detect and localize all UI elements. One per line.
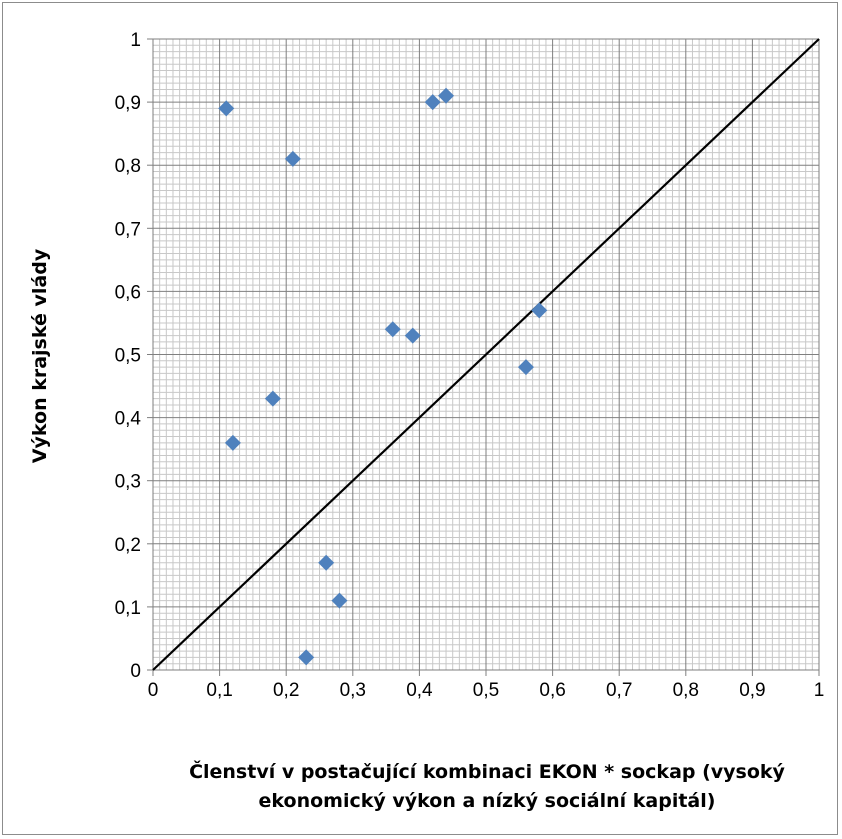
x-tick-label: 1 (814, 680, 825, 701)
data-point (531, 302, 548, 319)
y-tick-label: 0 (130, 661, 141, 682)
data-point (318, 554, 335, 571)
x-axis-title-line-1: Členství v postačující kombinaci EKON * … (189, 759, 785, 783)
data-point (284, 150, 301, 167)
y-tick-label: 0,5 (115, 346, 141, 367)
y-tick-label: 0,4 (115, 409, 142, 430)
y-tick-label: 0,6 (115, 282, 141, 303)
y-tick-labels: 0 0,1 0,2 0,3 0,4 0,5 0,6 0,7 0,8 0,9 1 (115, 30, 142, 682)
data-point (404, 327, 421, 344)
x-tick-label: 0,8 (673, 680, 699, 701)
major-gridlines (153, 38, 820, 670)
x-tick-label: 0,9 (739, 680, 765, 701)
y-axis-title: Výkon krajské vlády (29, 248, 51, 463)
y-tick-label: 0,3 (115, 472, 141, 493)
data-point (264, 390, 281, 407)
y-tick-label: 1 (130, 30, 141, 51)
data-point (218, 100, 235, 117)
x-tick-label: 0,6 (539, 680, 565, 701)
data-point (331, 592, 348, 609)
data-point (424, 94, 441, 111)
data-point (517, 359, 534, 376)
x-tick-label: 0,7 (606, 680, 632, 701)
data-point (224, 434, 241, 451)
y-tick-label: 0,9 (115, 93, 141, 114)
y-tick-label: 0,8 (115, 156, 141, 177)
data-point (384, 321, 401, 338)
x-tick-label: 0,5 (473, 680, 499, 701)
axes (147, 38, 820, 676)
x-tick-label: 0,4 (406, 680, 433, 701)
y-tick-label: 0,7 (115, 219, 141, 240)
data-point (438, 87, 455, 104)
x-tick-label: 0 (148, 680, 159, 701)
data-points (218, 87, 548, 666)
x-tick-labels: 0 0,1 0,2 0,3 0,4 0,5 0,6 0,7 0,8 0,9 1 (148, 680, 825, 701)
x-axis-title-line-2: ekonomický výkon a nízký sociální kapitá… (259, 790, 716, 812)
x-tick-label: 0,1 (206, 680, 232, 701)
x-tick-label: 0,3 (340, 680, 366, 701)
reference-line (152, 38, 820, 671)
x-tick-label: 0,2 (273, 680, 299, 701)
y-tick-label: 0,2 (115, 535, 141, 556)
data-point (298, 649, 315, 666)
y-tick-label: 0,1 (115, 598, 141, 619)
reference-line-group (152, 38, 820, 671)
